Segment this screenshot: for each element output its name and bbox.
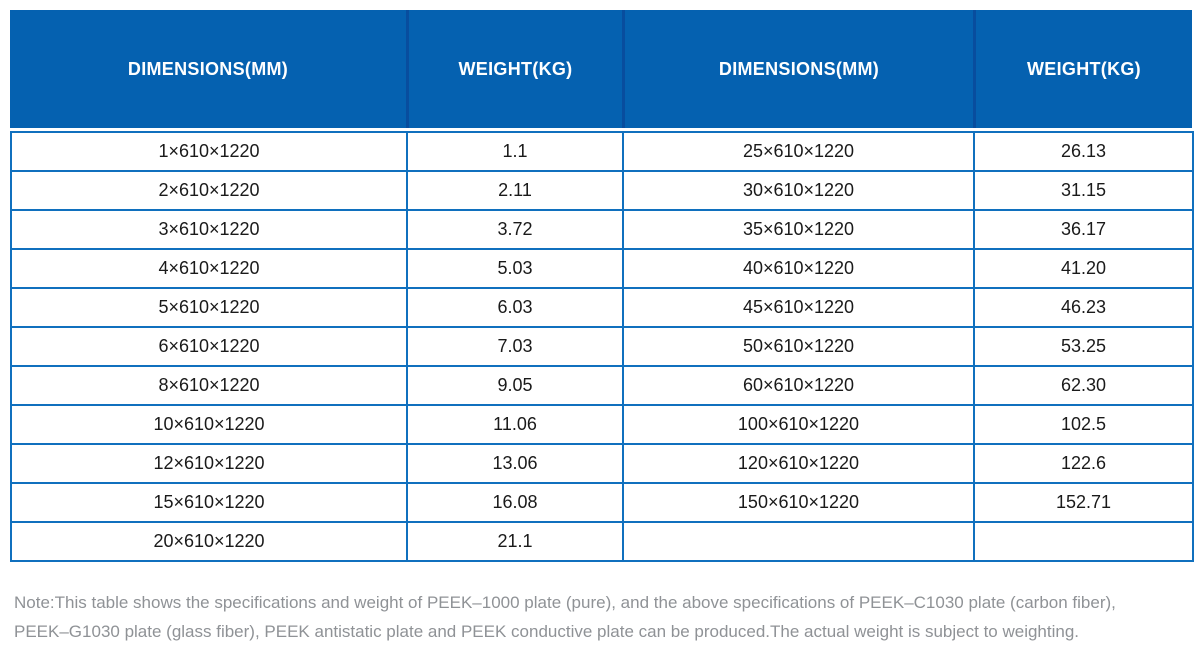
dimension-value: 60×610×1220	[622, 365, 975, 406]
dimension-value	[622, 521, 975, 562]
weight-value: 13.06	[406, 443, 624, 484]
table-row: 5×610×1220 6.03 45×610×1220 46.23	[10, 287, 1194, 328]
weight-value: 3.72	[406, 209, 624, 250]
table-row: 1×610×1220 1.1 25×610×1220 26.13	[10, 131, 1194, 172]
table-row: 8×610×1220 9.05 60×610×1220 62.30	[10, 365, 1194, 406]
dimension-value: 8×610×1220	[10, 365, 408, 406]
table-row: 15×610×1220 16.08 150×610×1220 152.71	[10, 482, 1194, 523]
weight-value: 16.08	[406, 482, 624, 523]
dimension-value: 10×610×1220	[10, 404, 408, 445]
dimension-value: 100×610×1220	[622, 404, 975, 445]
table-row: 4×610×1220 5.03 40×610×1220 41.20	[10, 248, 1194, 289]
weight-value: 46.23	[973, 287, 1194, 328]
weight-value: 5.03	[406, 248, 624, 289]
spec-table: DIMENSIONS(MM) WEIGHT(KG) DIMENSIONS(MM)…	[10, 10, 1194, 562]
dimension-value: 40×610×1220	[622, 248, 975, 289]
weight-value: 36.17	[973, 209, 1194, 250]
dimension-value: 5×610×1220	[10, 287, 408, 328]
dimension-value: 1×610×1220	[10, 131, 408, 172]
table-row: 20×610×1220 21.1	[10, 521, 1194, 562]
dimension-value: 20×610×1220	[10, 521, 408, 562]
dimension-value: 2×610×1220	[10, 170, 408, 211]
dimension-value: 30×610×1220	[622, 170, 975, 211]
weight-value: 102.5	[973, 404, 1194, 445]
weight-value: 31.15	[973, 170, 1194, 211]
dimension-value: 25×610×1220	[622, 131, 975, 172]
dimension-value: 35×610×1220	[622, 209, 975, 250]
header-weight-right: WEIGHT(KG)	[973, 10, 1192, 128]
weight-value: 41.20	[973, 248, 1194, 289]
note: Note:This table shows the specifications…	[14, 588, 1190, 646]
weight-value: 26.13	[973, 131, 1194, 172]
dimension-value: 120×610×1220	[622, 443, 975, 484]
header-dimensions-right: DIMENSIONS(MM)	[622, 10, 973, 128]
table-row: 12×610×1220 13.06 120×610×1220 122.6	[10, 443, 1194, 484]
dimension-value: 12×610×1220	[10, 443, 408, 484]
dimension-value: 6×610×1220	[10, 326, 408, 367]
weight-value: 7.03	[406, 326, 624, 367]
note-line-1: Note:This table shows the specifications…	[14, 593, 1116, 612]
note-line-2: PEEK–G1030 plate (glass fiber), PEEK ant…	[14, 622, 1080, 641]
dimension-value: 45×610×1220	[622, 287, 975, 328]
weight-value: 122.6	[973, 443, 1194, 484]
dimension-value: 15×610×1220	[10, 482, 408, 523]
table-row: 6×610×1220 7.03 50×610×1220 53.25	[10, 326, 1194, 367]
weight-value: 11.06	[406, 404, 624, 445]
weight-value: 9.05	[406, 365, 624, 406]
weight-value	[973, 521, 1194, 562]
weight-value: 6.03	[406, 287, 624, 328]
table-row: 2×610×1220 2.11 30×610×1220 31.15	[10, 170, 1194, 211]
dimension-value: 4×610×1220	[10, 248, 408, 289]
table-header: DIMENSIONS(MM) WEIGHT(KG) DIMENSIONS(MM)…	[10, 10, 1192, 128]
table-row: 3×610×1220 3.72 35×610×1220 36.17	[10, 209, 1194, 250]
weight-value: 62.30	[973, 365, 1194, 406]
weight-value: 2.11	[406, 170, 624, 211]
header-dimensions-left: DIMENSIONS(MM)	[127, 58, 289, 79]
dimension-value: 150×610×1220	[622, 482, 975, 523]
header-weight-left: WEIGHT(KG)	[406, 10, 622, 128]
weight-value: 53.25	[973, 326, 1194, 367]
weight-value: 152.71	[973, 482, 1194, 523]
dimension-value: 3×610×1220	[10, 209, 408, 250]
weight-value: 1.1	[406, 131, 624, 172]
weight-value: 21.1	[406, 521, 624, 562]
table-body: 1×610×1220 1.1 25×610×1220 26.13 2×610×1…	[10, 131, 1194, 562]
dimension-value: 50×610×1220	[622, 326, 975, 367]
table-row: 10×610×1220 11.06 100×610×1220 102.5	[10, 404, 1194, 445]
